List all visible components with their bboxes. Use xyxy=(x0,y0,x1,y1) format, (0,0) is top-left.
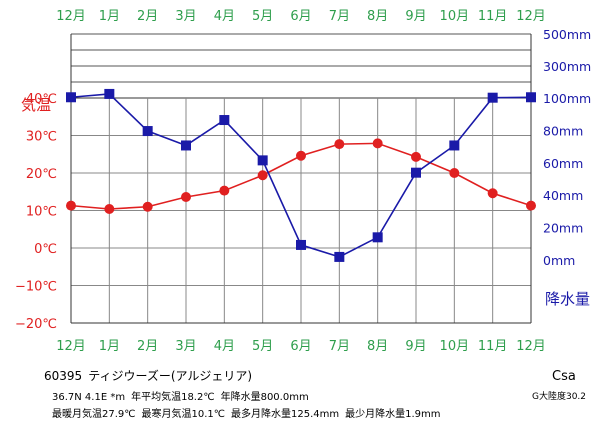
precipitation-point xyxy=(411,167,421,178)
temp-tick-label: 30℃ xyxy=(26,130,57,145)
month-label-top: 12月 xyxy=(56,9,86,24)
precip-tick-label: 80mm xyxy=(543,123,583,138)
temp-tick-label: 10℃ xyxy=(26,205,57,220)
month-label-top: 3月 xyxy=(175,9,196,24)
month-label-bottom: 5月 xyxy=(252,339,273,354)
month-label-bottom: 12月 xyxy=(56,339,86,354)
precipitation-point xyxy=(526,92,536,103)
temp-tick-label: −20℃ xyxy=(15,317,57,332)
annual-mean-temp: 年平均気温18.2℃ xyxy=(131,392,215,403)
driest-month-precip: 最少月降水量1.9mm xyxy=(345,409,441,420)
precipitation-point xyxy=(372,232,383,243)
precip-tick-label: 300mm xyxy=(543,59,591,74)
station-name: ティジウーズー(アルジェリア) xyxy=(88,369,253,383)
month-label-bottom: 6月 xyxy=(290,339,311,354)
station-summary: 36.7N 4.1E *m 年平均気温18.2℃ 年降水量800.0mm xyxy=(52,388,309,403)
precipitation-point xyxy=(487,92,498,103)
koppen-class: Csa xyxy=(552,369,576,384)
continentality-index: G大陸度30.2 xyxy=(532,392,587,402)
temperature-point xyxy=(104,204,115,214)
precipitation-point xyxy=(104,88,115,99)
temperature-point xyxy=(219,185,230,196)
station-coords: 36.7N 4.1E *m xyxy=(52,392,126,403)
month-label-bottom: 11月 xyxy=(478,339,508,354)
temp-axis-title: 気温 xyxy=(21,96,51,114)
precipitation-point xyxy=(334,251,345,262)
temperature-point xyxy=(257,170,268,181)
precipitation-point xyxy=(181,140,191,151)
temperature-point xyxy=(411,151,421,162)
precip-tick-label: 500mm xyxy=(543,27,591,42)
precipitation-point xyxy=(66,92,76,103)
month-label-bottom: 12月 xyxy=(516,339,546,354)
temperature-point xyxy=(372,138,383,149)
month-label-top: 5月 xyxy=(252,9,273,24)
precipitation-point xyxy=(257,155,268,166)
precip-tick-label: 0mm xyxy=(543,253,575,268)
annual-precip: 年降水量800.0mm xyxy=(220,392,309,403)
month-label-bottom: 2月 xyxy=(137,339,158,354)
month-label-top: 12月 xyxy=(516,9,546,24)
precipitation-point xyxy=(142,126,153,137)
month-label-bottom: 8月 xyxy=(367,339,388,354)
temperature-point xyxy=(181,192,191,202)
station-id: 60395 xyxy=(44,369,83,383)
month-label-top: 11月 xyxy=(478,9,508,24)
temp-tick-label: 0℃ xyxy=(34,242,57,257)
month-label-top: 10月 xyxy=(440,9,470,24)
temperature-point xyxy=(487,188,498,199)
month-label-top: 2月 xyxy=(137,9,158,24)
month-label-top: 9月 xyxy=(405,9,426,24)
precipitation-point xyxy=(219,115,230,126)
precip-tick-label: 20mm xyxy=(543,221,583,236)
precipitation-point xyxy=(449,140,460,151)
month-label-bottom: 4月 xyxy=(214,339,235,354)
wettest-month-precip: 最多月降水量125.4mm xyxy=(231,409,340,420)
temperature-point xyxy=(66,200,76,211)
coldest-month-temp: 最寒月気温10.1℃ xyxy=(141,409,226,420)
month-label-bottom: 3月 xyxy=(175,339,196,354)
month-label-top: 7月 xyxy=(329,9,350,24)
station-title: 60395 ティジウーズー(アルジェリア) xyxy=(44,367,252,384)
temp-tick-label: −10℃ xyxy=(15,280,57,295)
month-label-top: 1月 xyxy=(99,9,120,24)
temp-tick-label: 40℃ xyxy=(26,92,57,107)
temp-tick-label: 20℃ xyxy=(26,167,57,182)
month-label-bottom: 1月 xyxy=(99,339,120,354)
month-label-bottom: 7月 xyxy=(329,339,350,354)
precip-tick-label: 40mm xyxy=(543,188,583,203)
temperature-point xyxy=(449,168,460,178)
precip-tick-label: 60mm xyxy=(543,156,583,171)
temperature-point xyxy=(526,200,536,211)
precipitation-point xyxy=(296,239,306,250)
month-label-bottom: 9月 xyxy=(405,339,426,354)
temperature-point xyxy=(334,139,345,150)
temperature-point xyxy=(142,201,153,212)
month-label-top: 6月 xyxy=(290,9,311,24)
temperature-point xyxy=(296,150,306,161)
station-extremes: 最暖月気温27.9℃ 最寒月気温10.1℃ 最多月降水量125.4mm 最少月降水量1… xyxy=(52,405,441,420)
month-label-top: 4月 xyxy=(214,9,235,24)
precip-tick-label: 100mm xyxy=(543,91,591,106)
warmest-month-temp: 最暖月気温27.9℃ xyxy=(52,409,136,420)
precip-axis-title: 降水量 xyxy=(545,290,590,308)
month-label-top: 8月 xyxy=(367,9,388,24)
month-label-bottom: 10月 xyxy=(440,339,470,354)
